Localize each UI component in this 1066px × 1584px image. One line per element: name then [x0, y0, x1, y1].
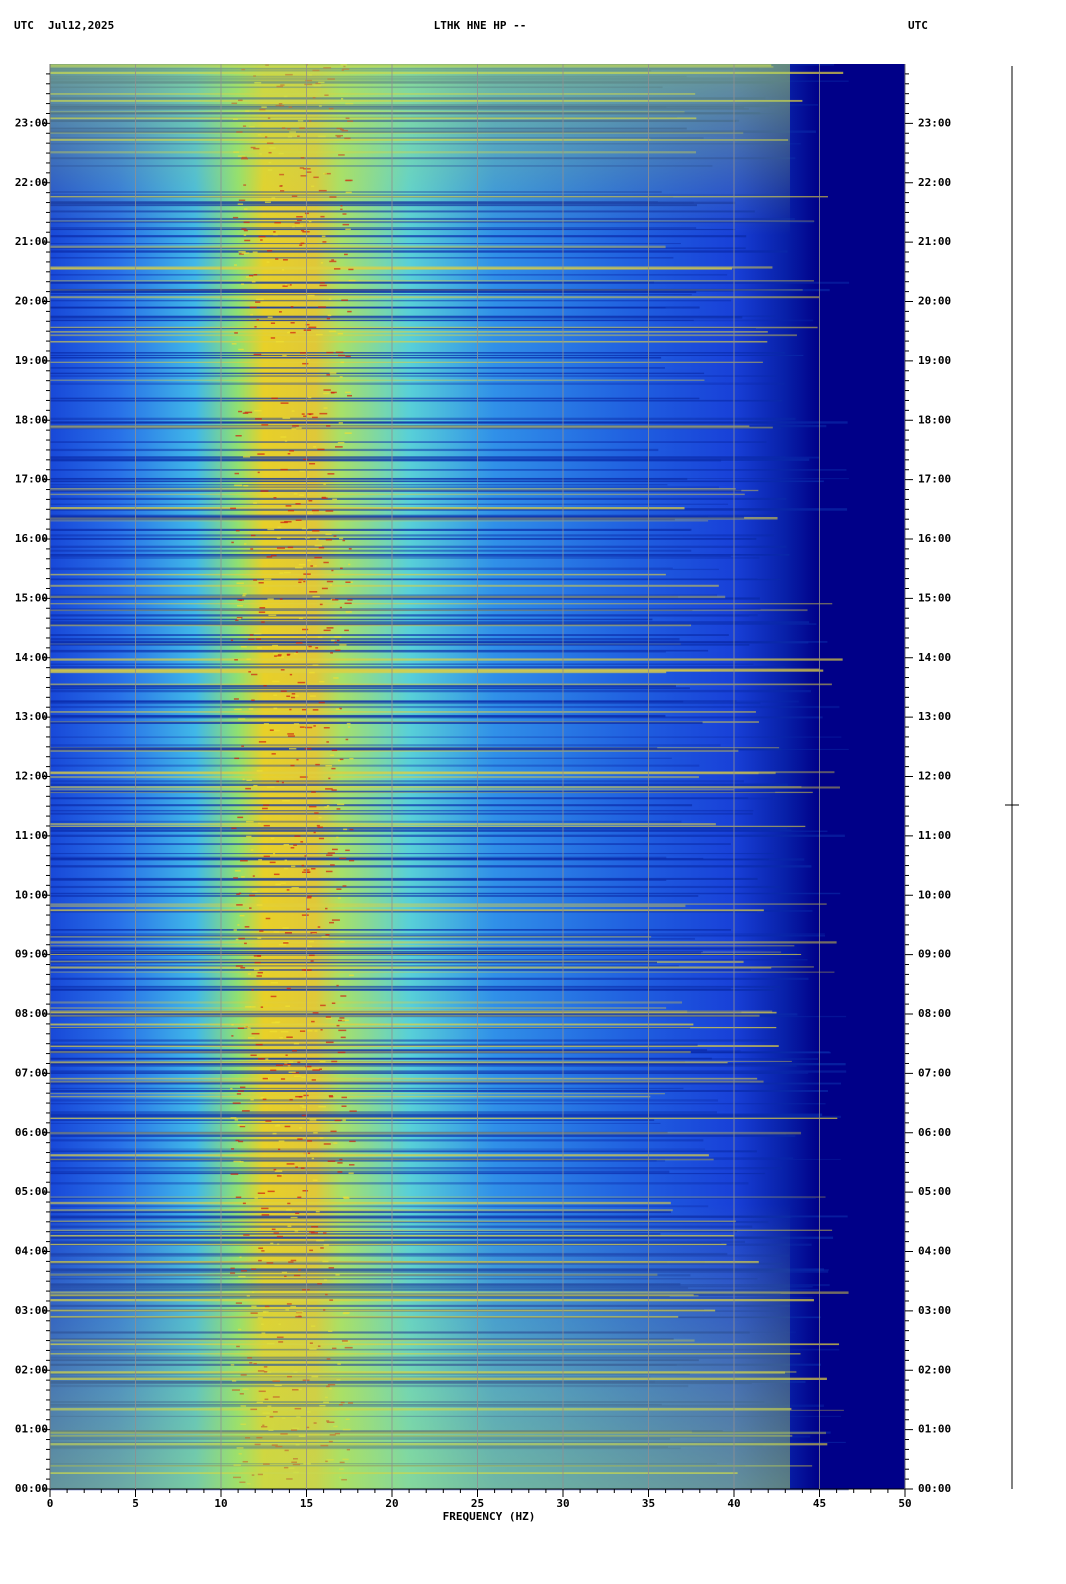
y-tick-label-right: 23:00 — [918, 116, 951, 129]
y-tick-label-right: 09:00 — [918, 948, 951, 961]
y-tick-label-left: 13:00 — [15, 710, 48, 723]
y-tick-label-left: 23:00 — [15, 116, 48, 129]
x-tick-label: 35 — [642, 1497, 655, 1510]
x-tick-label: 5 — [132, 1497, 139, 1510]
timezone-left: UTC — [14, 19, 34, 32]
y-tick-label-left: 19:00 — [15, 354, 48, 367]
y-tick-label-left: 08:00 — [15, 1007, 48, 1020]
y-tick-label-left: 15:00 — [15, 591, 48, 604]
y-tick-label-left: 01:00 — [15, 1423, 48, 1436]
y-tick-label-right: 14:00 — [918, 651, 951, 664]
x-tick-label: 50 — [898, 1497, 911, 1510]
y-tick-label-right: 04:00 — [918, 1245, 951, 1258]
y-tick-label-left: 02:00 — [15, 1363, 48, 1376]
y-tick-label-left: 04:00 — [15, 1245, 48, 1258]
y-tick-label-left: 18:00 — [15, 413, 48, 426]
y-tick-label-left: 11:00 — [15, 829, 48, 842]
y-tick-label-right: 12:00 — [918, 770, 951, 783]
y-tick-label-left: 00:00 — [15, 1482, 48, 1495]
y-tick-label-right: 17:00 — [918, 473, 951, 486]
y-tick-label-right: 07:00 — [918, 1066, 951, 1079]
y-tick-label-right: 22:00 — [918, 176, 951, 189]
y-tick-label-left: 22:00 — [15, 176, 48, 189]
y-tick-label-left: 10:00 — [15, 888, 48, 901]
y-tick-label-right: 08:00 — [918, 1007, 951, 1020]
y-tick-label-left: 07:00 — [15, 1066, 48, 1079]
y-tick-label-right: 13:00 — [918, 710, 951, 723]
y-tick-label-left: 09:00 — [15, 948, 48, 961]
y-tick-label-left: 06:00 — [15, 1126, 48, 1139]
y-tick-label-left: 16:00 — [15, 532, 48, 545]
x-axis-label: FREQUENCY (HZ) — [443, 1510, 536, 1523]
x-tick-label: 40 — [727, 1497, 740, 1510]
streak — [50, 1488, 849, 1491]
y-tick-label-right: 10:00 — [918, 888, 951, 901]
y-tick-label-left: 20:00 — [15, 295, 48, 308]
y-tick-label-right: 20:00 — [918, 295, 951, 308]
chart-title: LTHK HNE HP -- — [434, 19, 527, 32]
x-tick-label: 0 — [47, 1497, 54, 1510]
x-tick-label: 10 — [214, 1497, 227, 1510]
spectrogram-shade — [50, 64, 790, 1489]
y-tick-label-right: 21:00 — [918, 235, 951, 248]
y-tick-label-left: 03:00 — [15, 1304, 48, 1317]
y-tick-label-right: 06:00 — [918, 1126, 951, 1139]
y-tick-label-right: 11:00 — [918, 829, 951, 842]
y-tick-label-left: 17:00 — [15, 473, 48, 486]
x-tick-label: 25 — [471, 1497, 484, 1510]
y-tick-label-right: 02:00 — [918, 1363, 951, 1376]
y-tick-label-left: 05:00 — [15, 1185, 48, 1198]
x-tick-label: 45 — [813, 1497, 826, 1510]
x-tick-label: 15 — [300, 1497, 313, 1510]
y-tick-label-right: 19:00 — [918, 354, 951, 367]
y-tick-label-right: 00:00 — [918, 1482, 951, 1495]
x-tick-label: 20 — [385, 1497, 398, 1510]
y-tick-label-left: 14:00 — [15, 651, 48, 664]
y-tick-label-right: 05:00 — [918, 1185, 951, 1198]
y-tick-label-right: 18:00 — [918, 413, 951, 426]
y-tick-label-right: 01:00 — [918, 1423, 951, 1436]
timezone-right: UTC — [908, 19, 928, 32]
y-tick-label-right: 15:00 — [918, 591, 951, 604]
y-tick-label-left: 12:00 — [15, 770, 48, 783]
y-tick-label-right: 03:00 — [918, 1304, 951, 1317]
trace — [1005, 66, 1019, 1489]
y-tick-label-left: 21:00 — [15, 235, 48, 248]
y-tick-label-right: 16:00 — [918, 532, 951, 545]
date: Jul12,2025 — [48, 19, 114, 32]
x-tick-label: 30 — [556, 1497, 569, 1510]
